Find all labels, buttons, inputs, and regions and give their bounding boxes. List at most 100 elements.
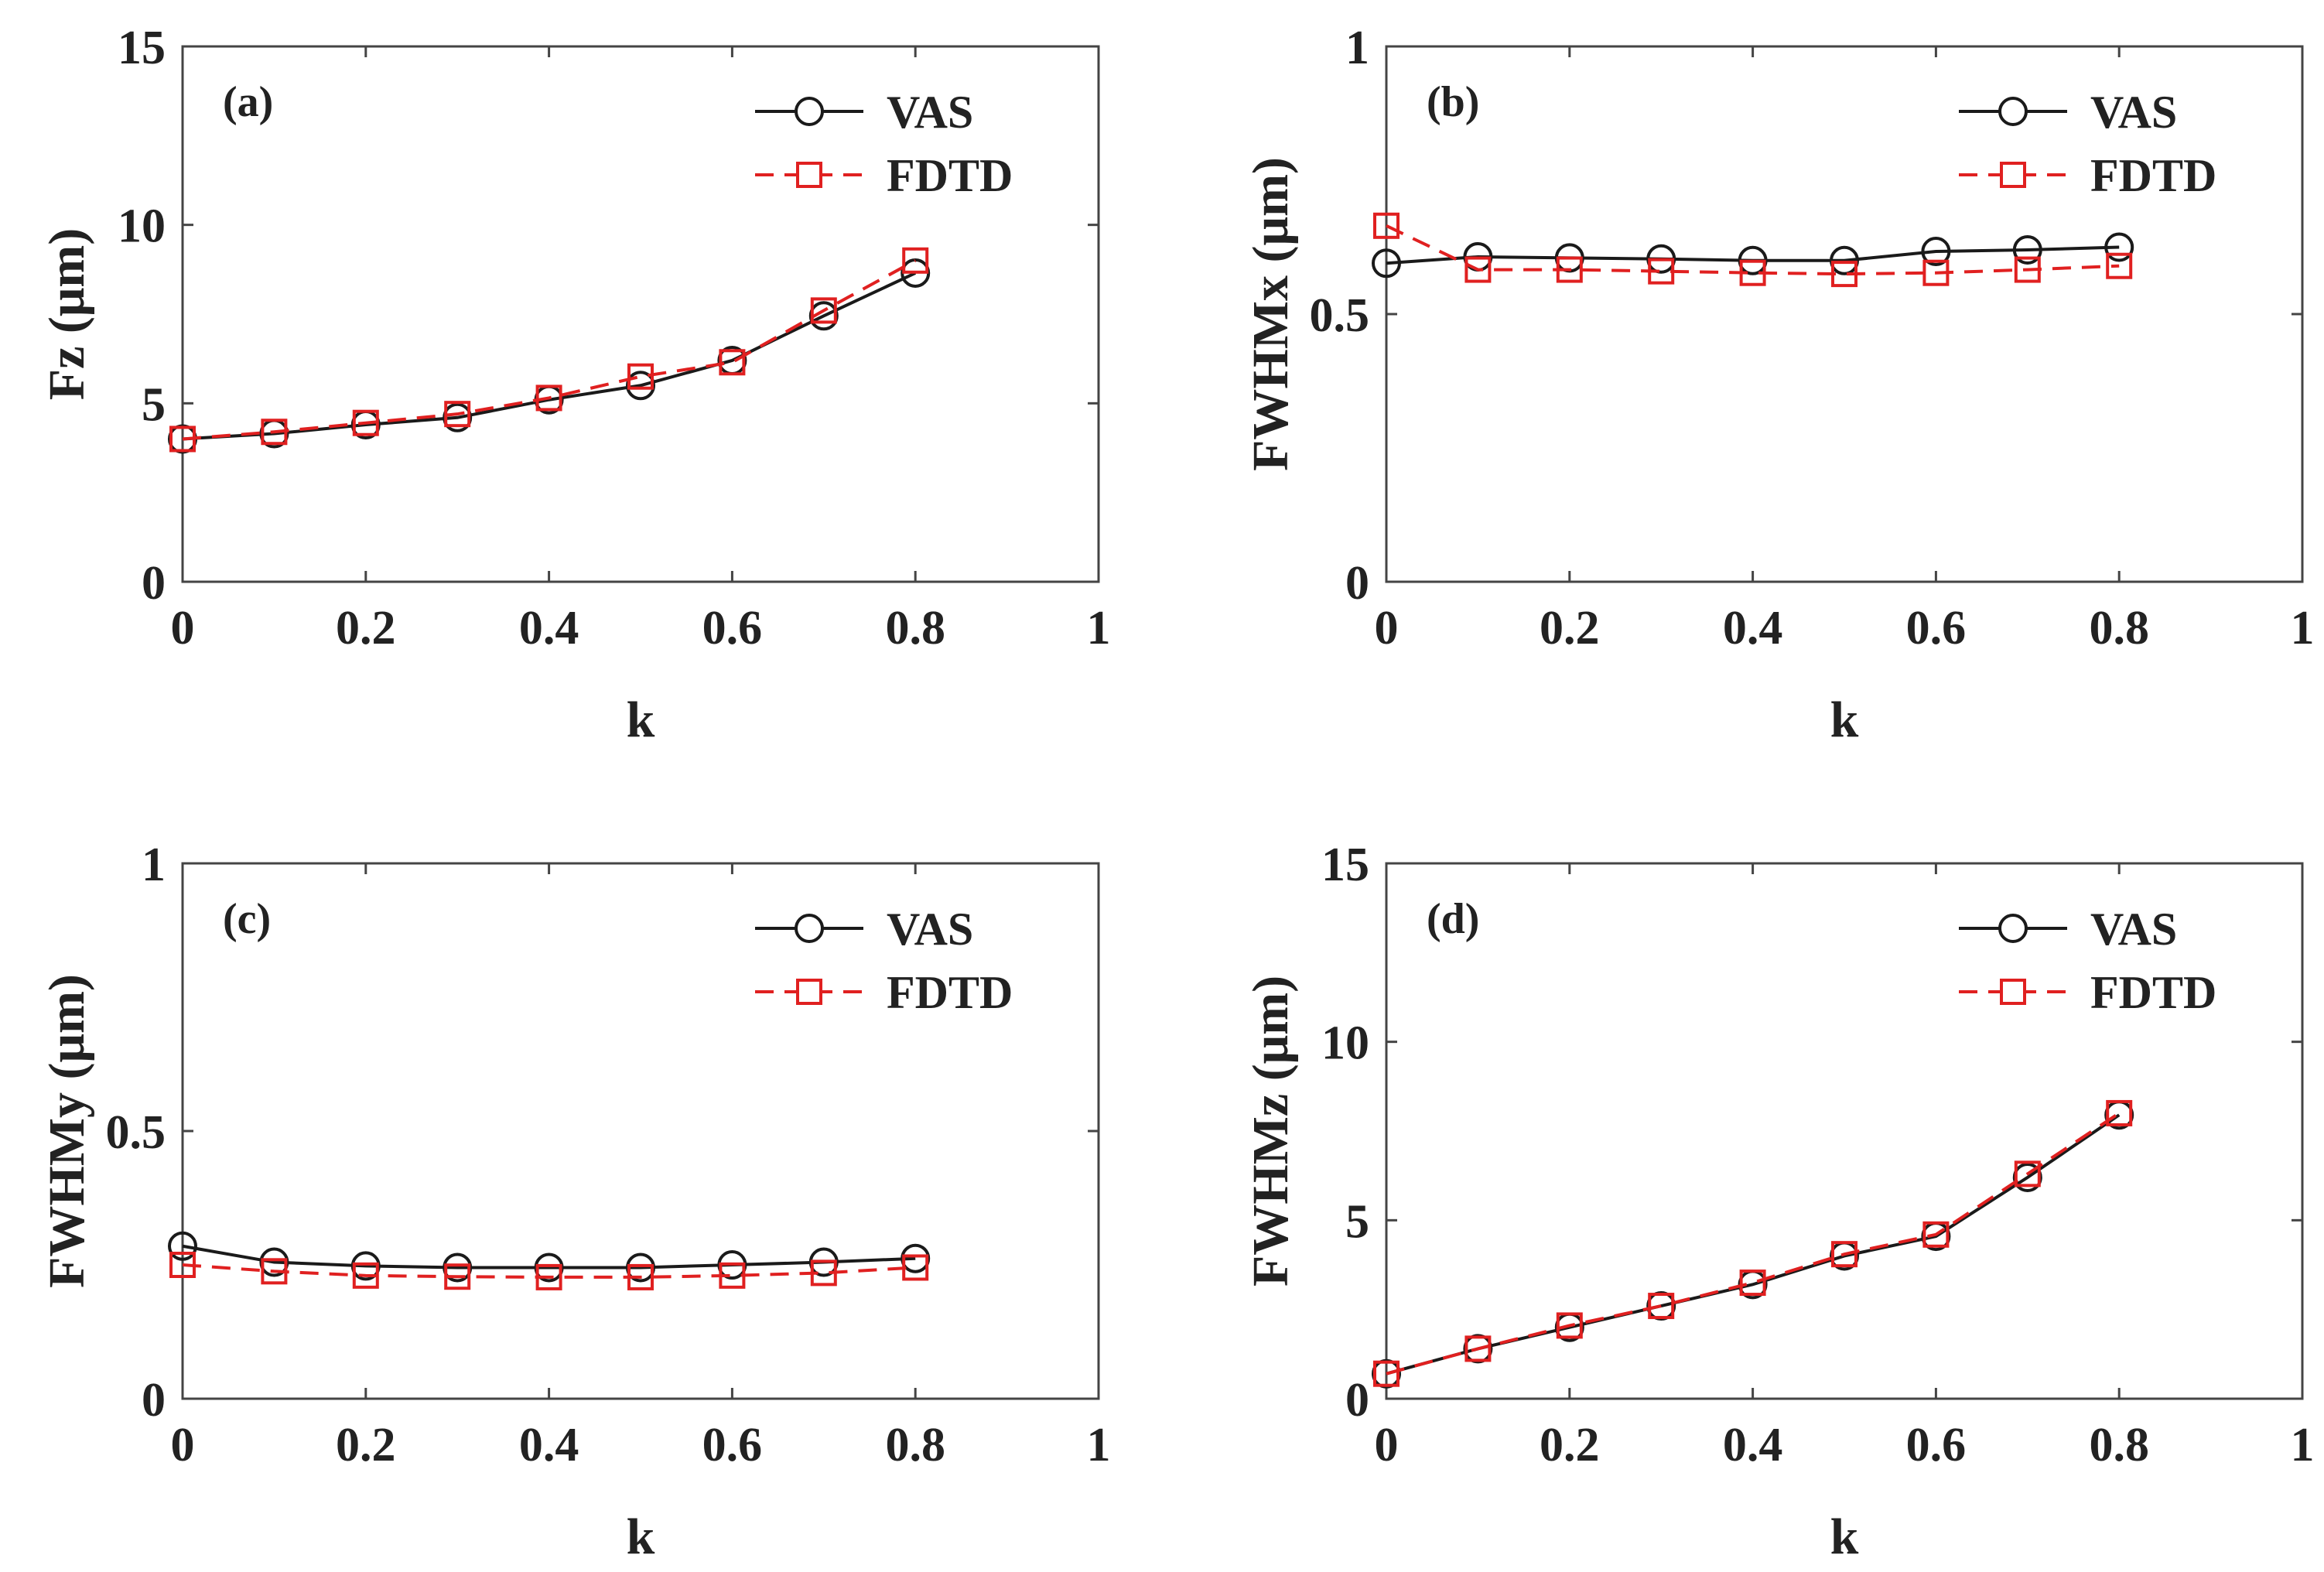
- panel-c-legend-label-vas: VAS: [887, 904, 973, 955]
- panel-d-ylabel: FWHMz (μm): [1242, 976, 1299, 1287]
- panel-d-line-vas: [1386, 1113, 2121, 1376]
- panel-c-ylabel: FWHMy (μm): [39, 974, 95, 1288]
- panel-b-line-fdtd: [1386, 224, 2120, 276]
- panel-c: 0 0.2 0.4 0.6 0.8 1 0 0.5 1 k FWHMy (μm) (c) VAS FDTD: [39, 839, 1111, 1565]
- panel-c-point-vas: [168, 1231, 197, 1261]
- panel-a-legend: VAS FDTD: [755, 87, 1013, 201]
- panel-d-ytick-label: 0: [1345, 1374, 1369, 1427]
- panel-d-point-fdtd: [2106, 1099, 2133, 1126]
- panel-a-line-fdtd: [182, 259, 917, 441]
- panel-d-xtick-label: 0.4: [1723, 1419, 1783, 1471]
- panel-b-xtick-label: 0.6: [1906, 602, 1967, 654]
- panel-d-point-fdtd: [1556, 1312, 1583, 1339]
- panel-d-series-fdtd: [1373, 1099, 2133, 1387]
- panel-d-xtick-label: 0.6: [1906, 1419, 1967, 1471]
- panel-d-point-fdtd: [1831, 1241, 1857, 1268]
- panel-a-xtick-label: 0: [171, 602, 195, 654]
- panel-c-xtick-label: 0.2: [336, 1419, 396, 1471]
- panel-c-point-fdtd: [902, 1254, 929, 1281]
- panel-d-xtick-label: 0: [1375, 1419, 1399, 1471]
- panel-b-label: (b): [1427, 78, 1479, 126]
- panel-b-xtick-label: 0: [1375, 602, 1399, 654]
- panel-c-point-fdtd: [444, 1263, 471, 1290]
- panel-b-point-fdtd: [1648, 258, 1675, 285]
- panel-a-xtick-label: 0.2: [336, 602, 396, 654]
- panel-a-point-fdtd: [810, 297, 837, 324]
- panel-a-xtick-label: 0.4: [519, 602, 579, 654]
- panel-b-legend: VAS FDTD: [1959, 87, 2216, 201]
- panel-a-point-fdtd: [535, 384, 562, 412]
- panel-d-axes-box: [1385, 862, 2304, 1400]
- panel-b-xtick-label: 0.2: [1540, 602, 1600, 654]
- panel-b-xtick-label: 0.4: [1723, 602, 1783, 654]
- panel-a-point-fdtd: [352, 409, 379, 436]
- panel-c-label: (c): [223, 895, 271, 943]
- panel-a-point-fdtd: [719, 349, 746, 376]
- panel-c-point-fdtd: [169, 1252, 196, 1278]
- panel-a-point-fdtd: [444, 401, 471, 428]
- panel-c-ytick-label: 0: [142, 1374, 166, 1427]
- panel-d-point-fdtd: [1464, 1335, 1492, 1362]
- panel-c-legend: VAS FDTD: [755, 904, 1013, 1018]
- panel-c-xtick-label: 0.8: [885, 1419, 945, 1471]
- panel-d-point-fdtd: [1373, 1360, 1400, 1387]
- panel-d-series-vas: [1372, 1100, 2134, 1389]
- panel-d-xtick-label: 1: [2291, 1419, 2315, 1471]
- panel-d-ytick-label: 5: [1345, 1195, 1369, 1248]
- panel-d-line-fdtd: [1386, 1112, 2121, 1376]
- panel-a-point-fdtd: [169, 425, 196, 453]
- panel-a-xtick-label: 0.6: [702, 602, 763, 654]
- panel-b-ylabel: FWHMx (μm): [1242, 157, 1299, 471]
- panel-b-legend-marker-vas: [1998, 97, 2028, 126]
- panel-d-legend-marker-fdtd: [2000, 979, 2026, 1005]
- panel-c-point-fdtd: [352, 1262, 379, 1289]
- panel-a-point-fdtd: [627, 363, 654, 390]
- panel-a-ytick-label: 0: [142, 557, 166, 610]
- panel-a-xtick-label: 1: [1087, 602, 1111, 654]
- panel-b-point-fdtd: [1373, 212, 1400, 239]
- panel-a-legend-marker-fdtd: [796, 162, 822, 188]
- panel-b-ytick-label: 0.5: [1310, 289, 1370, 342]
- panel-c-point-fdtd: [627, 1263, 654, 1290]
- panel-a-xlabel: k: [627, 692, 655, 748]
- panel-b: 0 0.2 0.4 0.6 0.8 1 0 0.5 1 k FWHMx (μm) (b) VAS FDTD: [1242, 22, 2315, 748]
- panel-c-point-fdtd: [719, 1262, 746, 1289]
- panel-c-series-fdtd: [169, 1252, 929, 1290]
- panel-c-line-vas: [182, 1244, 916, 1270]
- panel-a-ytick-label: 5: [142, 378, 166, 431]
- panel-b-point-vas: [2104, 232, 2134, 262]
- panel-a-legend-marker-vas: [795, 97, 824, 126]
- panel-b-xtick-label: 1: [2291, 602, 2315, 654]
- panel-b-point-fdtd: [1739, 259, 1766, 286]
- panel-a-ytick-label: 10: [118, 200, 166, 253]
- panel-d-ytick-label: 15: [1321, 839, 1369, 891]
- panel-b-point-fdtd: [2106, 252, 2133, 279]
- panel-a-ylabel: Fz (μm): [39, 228, 95, 400]
- panel-c-xtick-label: 1: [1087, 1419, 1111, 1471]
- panel-b-point-vas: [1372, 248, 1401, 279]
- panel-d-legend: VAS FDTD: [1959, 904, 2216, 1018]
- panel-d-point-fdtd: [1648, 1293, 1675, 1320]
- panel-b-point-vas: [2012, 234, 2042, 265]
- panel-b-legend-label-fdtd: FDTD: [2090, 150, 2216, 201]
- panel-c-xtick-label: 0.4: [519, 1419, 579, 1471]
- panel-d-legend-label-vas: VAS: [2090, 904, 2177, 955]
- panel-a-ytick-label: 15: [118, 22, 166, 74]
- panel-c-line-fdtd: [182, 1263, 916, 1279]
- panel-a-legend-label-fdtd: FDTD: [887, 150, 1013, 201]
- panel-b-series-vas: [1372, 232, 2134, 279]
- panel-d-ytick-label: 10: [1321, 1017, 1369, 1070]
- panel-a-line-vas: [182, 272, 917, 441]
- panel-b-point-fdtd: [1464, 256, 1492, 283]
- panel-b-ytick-label: 1: [1345, 22, 1369, 74]
- panel-d-legend-marker-vas: [1998, 914, 2028, 943]
- panel-d-xtick-label: 0.2: [1540, 1419, 1600, 1471]
- panel-c-xtick-label: 0.6: [702, 1419, 763, 1471]
- panel-d-legend-label-fdtd: FDTD: [2090, 967, 2216, 1018]
- panel-c-legend-label-fdtd: FDTD: [887, 967, 1013, 1018]
- panel-b-ytick-label: 0: [1345, 557, 1369, 610]
- panel-b-point-fdtd: [1831, 261, 1857, 288]
